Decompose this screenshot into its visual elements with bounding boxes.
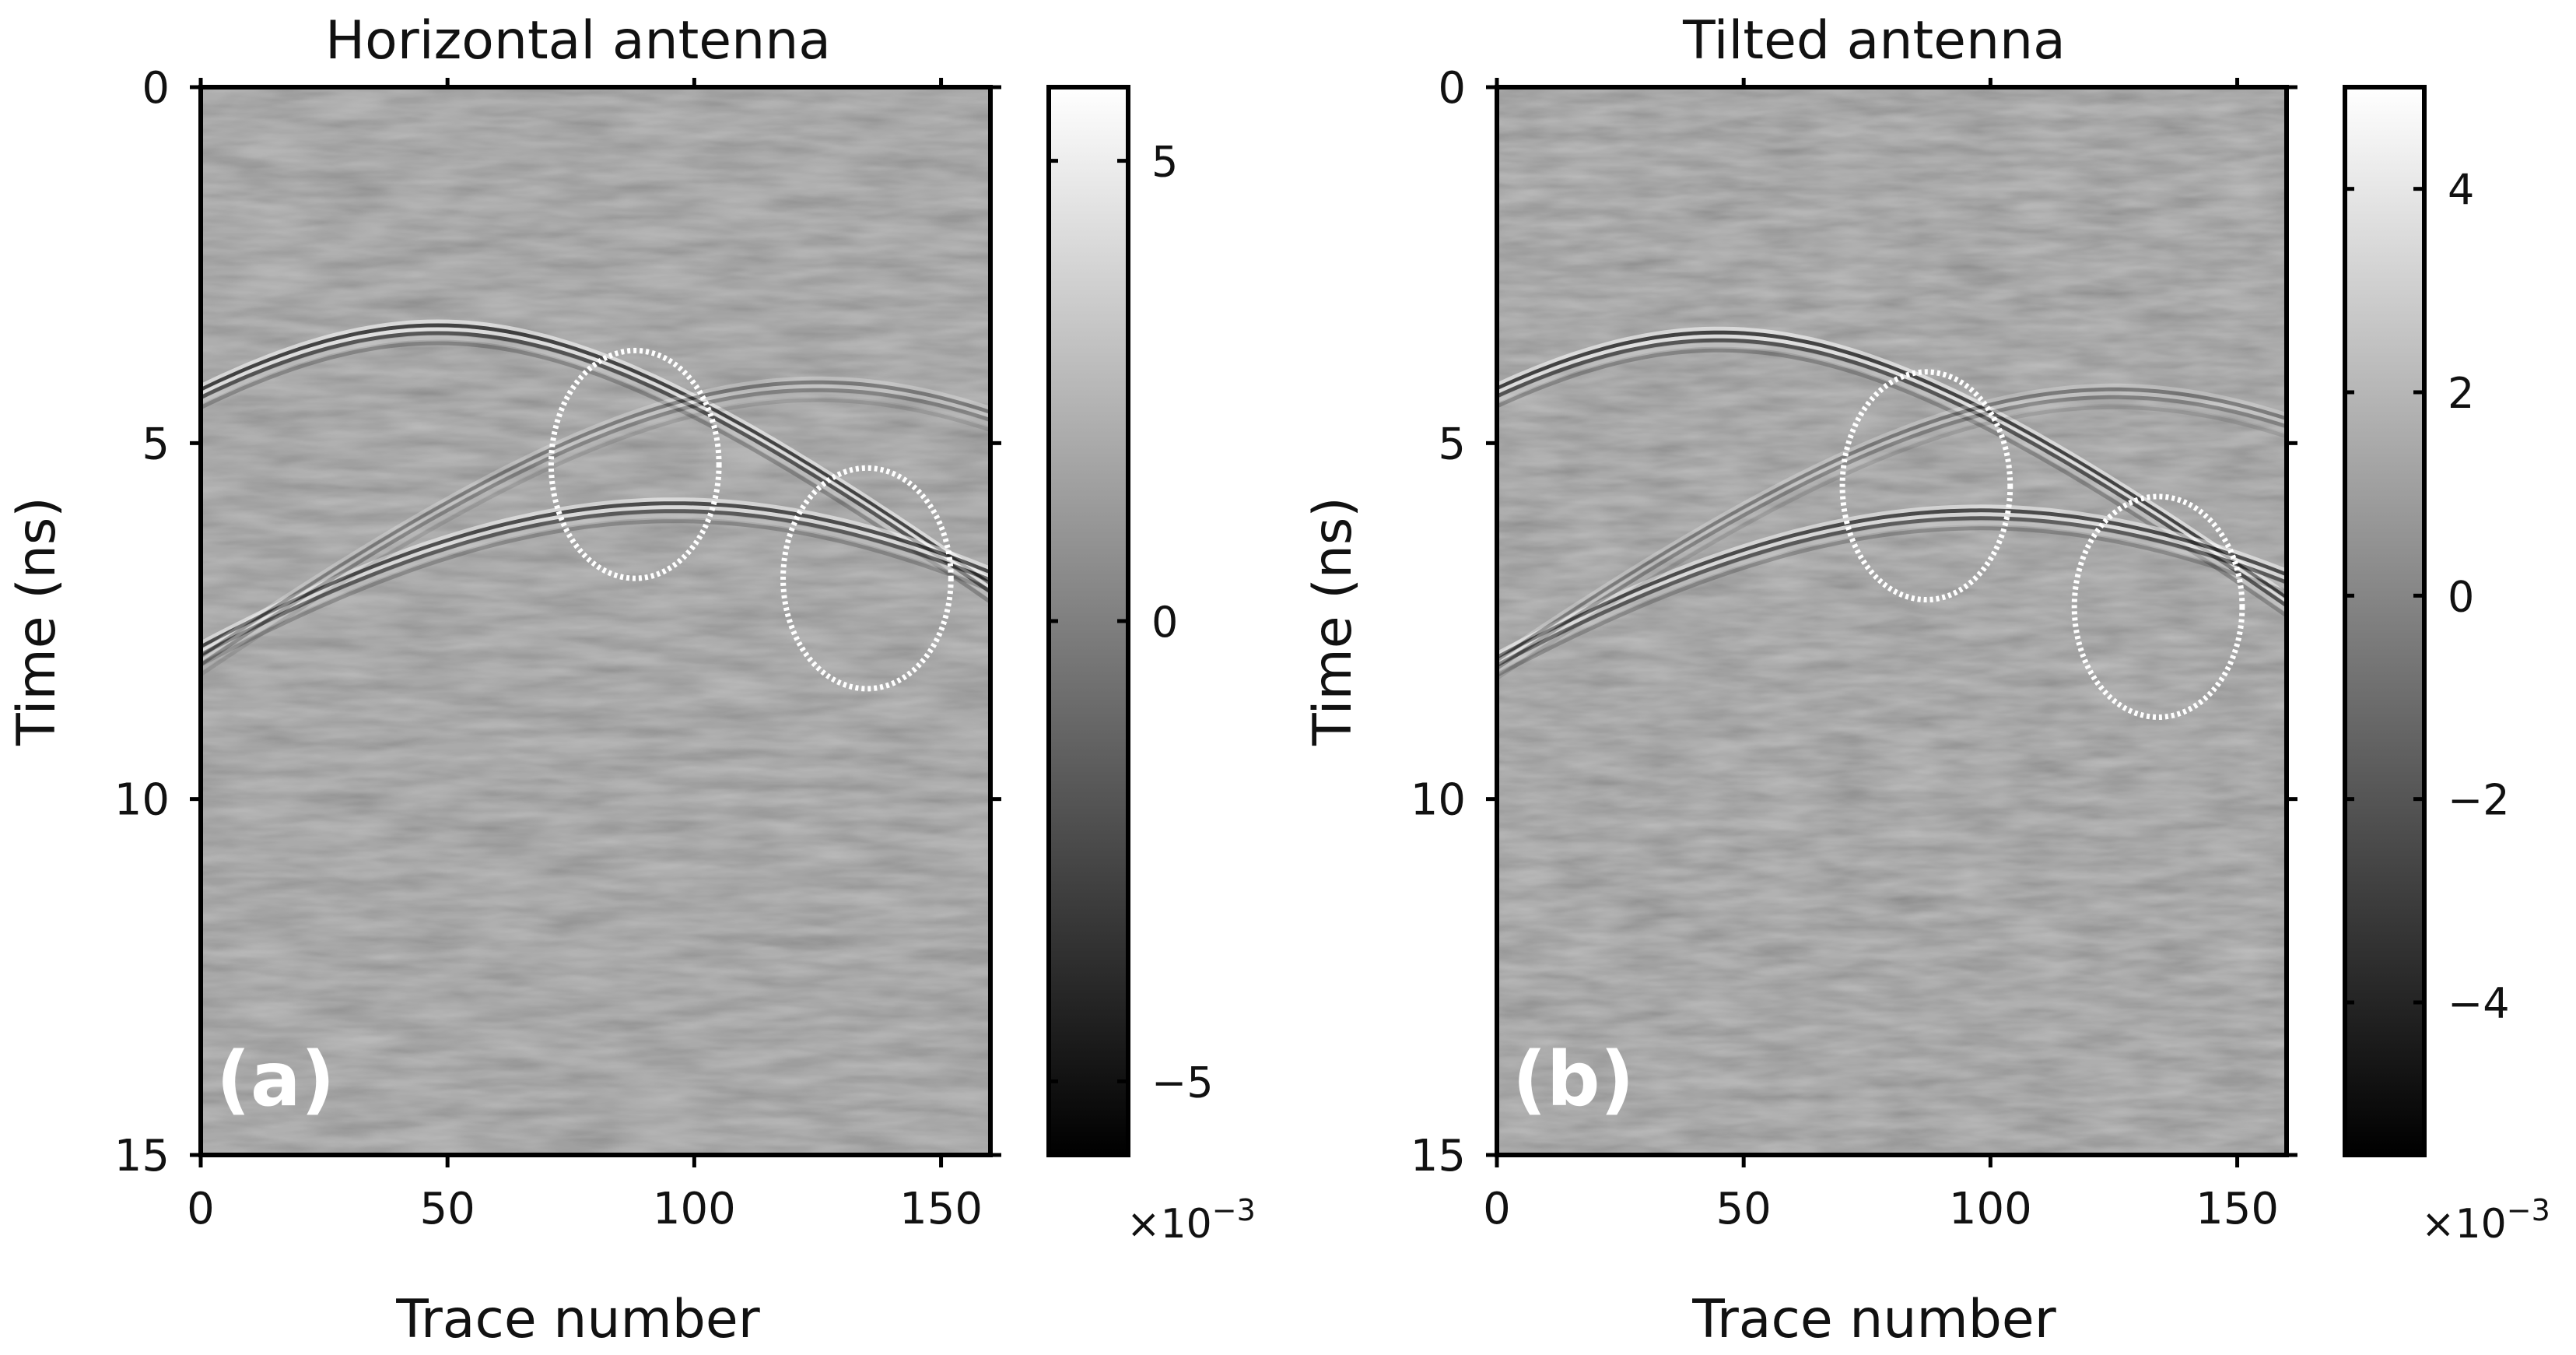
x-tick-label: 100	[653, 1184, 736, 1234]
annotation-ellipse-1	[548, 347, 722, 581]
hyperbola-3-band-6	[199, 398, 991, 676]
y-tick-label: 5	[142, 419, 170, 469]
hyperbola-3-band-3	[1495, 391, 2287, 666]
hyperbola-3-band-1	[1495, 383, 2287, 658]
hyperbola-2-band-3	[199, 505, 991, 653]
y-tick-label: 5	[1438, 419, 1466, 469]
panel-a-colorbar-ticks: −5 0 5	[1049, 138, 1214, 1107]
colorbar-tick-label: −4	[2448, 979, 2510, 1028]
hyperbola-3-band-3	[199, 384, 991, 662]
panel-a-letter: (a)	[216, 1036, 335, 1123]
hyperbola-2-band-5	[1495, 521, 2287, 672]
panel-b-x-axis-label: Trace number	[1691, 1289, 2056, 1350]
hyperbola-1-band-2	[199, 323, 992, 586]
x-tick-label: 50	[1716, 1184, 1772, 1234]
panel-b-axes-frame	[1495, 85, 2289, 1157]
hyperbola-3-band-2	[1495, 387, 2287, 662]
y-tick-label: 10	[114, 775, 170, 826]
y-tick-label: 0	[1438, 63, 1466, 114]
y-tick-label: 10	[1411, 775, 1466, 826]
colorbar-tick-label: 2	[2448, 369, 2474, 418]
panel-b-colorbar-gradient	[2345, 87, 2424, 1155]
panel-a-colorbar-gradient	[1049, 87, 1128, 1155]
panel-b-radargram-noise	[1497, 87, 2287, 1155]
hyperbola-1-band-6	[199, 341, 992, 604]
hyperbola-1-band-5	[199, 335, 992, 599]
hyperbola-3-band-5	[199, 392, 991, 671]
panel-a-axes-frame	[198, 85, 993, 1157]
hyperbola-3-band-4	[1495, 395, 2287, 670]
hyperbola-2-band-2	[1495, 508, 2287, 659]
panel-a-y-ticks: 0 5 10 15	[114, 63, 1001, 1181]
panel-b-x-ticks: 0 50 100 150	[1483, 78, 2279, 1234]
hyperbola-1-band-1	[199, 319, 992, 582]
panel-a-colorbar: −5 0 5 ×10−3	[1046, 85, 1256, 1248]
panel-a-plot-area	[198, 85, 993, 1157]
hyperbola-1-band-1	[1495, 326, 2288, 596]
panel-a-x-ticks: 0 50 100 150	[187, 78, 983, 1234]
panel-b-hyperbolas	[1495, 326, 2288, 680]
panel-b: Tilted antenna 0 50 100 150 0 5 10 15 Trace nu…	[1302, 10, 2550, 1350]
hyperbola-1-band-2	[1495, 330, 2288, 600]
hyperbola-1-band-5	[1495, 342, 2288, 613]
x-tick-label: 150	[2196, 1184, 2279, 1234]
panel-a-x-axis-label: Trace number	[395, 1289, 759, 1350]
hyperbola-2-band-3	[1495, 512, 2287, 663]
panel-b-annotations	[1839, 369, 2245, 720]
panel-a-hyperbolas	[199, 319, 992, 676]
hyperbola-3-band-2	[199, 380, 991, 658]
hyperbola-2-band-4	[1495, 516, 2287, 667]
panel-b-letter: (b)	[1512, 1036, 1634, 1123]
hyperbola-3-band-1	[199, 376, 991, 655]
panel-a-radargram-noise	[201, 87, 990, 1155]
annotation-ellipse-2	[780, 465, 954, 692]
colorbar-tick-label: 5	[1151, 138, 1178, 187]
hyperbola-2-band-2	[199, 501, 991, 649]
panel-b-colorbar-multiplier: ×10−3	[2421, 1193, 2550, 1248]
x-tick-label: 0	[1483, 1184, 1511, 1234]
x-tick-label: 50	[420, 1184, 475, 1234]
hyperbola-2-band-6	[199, 519, 991, 667]
hyperbola-1-band-3	[1495, 334, 2288, 604]
hyperbola-2-band-5	[199, 514, 991, 662]
hyperbola-1-band-4	[1495, 338, 2288, 608]
y-tick-label: 15	[114, 1131, 170, 1181]
x-tick-label: 100	[1949, 1184, 2032, 1234]
x-tick-label: 150	[899, 1184, 983, 1234]
panel-b-plot-area	[1495, 85, 2289, 1157]
panel-a-colorbar-multiplier: ×10−3	[1127, 1193, 1256, 1248]
panel-b-y-ticks: 0 5 10 15	[1411, 63, 2297, 1181]
hyperbola-3-band-6	[1495, 405, 2287, 680]
panel-b-colorbar-frame	[2343, 85, 2427, 1157]
panel-b-colorbar: −4 −2 0 2 4 ×10−3	[2343, 85, 2550, 1248]
hyperbola-2-band-6	[1495, 526, 2287, 677]
y-tick-label: 0	[142, 63, 170, 114]
panel-a-title: Horizontal antenna	[325, 10, 831, 72]
annotation-ellipse-1	[1839, 369, 2013, 603]
hyperbola-2-band-4	[199, 509, 991, 657]
hyperbola-1-band-3	[199, 327, 992, 590]
annotation-ellipse-2	[2071, 493, 2245, 720]
panel-b-colorbar-ticks: −4 −2 0 2 4	[2345, 166, 2510, 1028]
hyperbola-3-band-5	[1495, 399, 2287, 675]
colorbar-tick-label: 4	[2448, 166, 2474, 215]
panel-a-y-axis-label: Time (ns)	[6, 497, 68, 746]
colorbar-tick-label: 0	[2448, 572, 2474, 621]
panel-a-annotations	[548, 347, 954, 692]
hyperbola-2-band-1	[1495, 504, 2287, 655]
x-tick-label: 0	[187, 1184, 215, 1234]
colorbar-tick-label: 0	[1151, 598, 1178, 647]
hyperbola-3-band-4	[199, 388, 991, 666]
colorbar-tick-label: −2	[2448, 776, 2510, 825]
hyperbola-2-band-1	[199, 497, 991, 645]
panel-b-title: Tilted antenna	[1682, 10, 2066, 72]
colorbar-tick-label: −5	[1151, 1058, 1214, 1107]
y-tick-label: 15	[1411, 1131, 1466, 1181]
panel-b-y-axis-label: Time (ns)	[1302, 497, 1364, 746]
